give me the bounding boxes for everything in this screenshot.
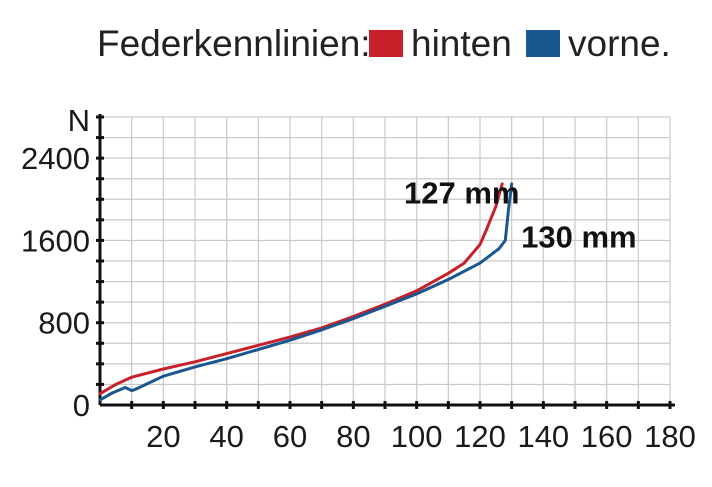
- series-line-vorne: [98, 182, 514, 402]
- legend-label-hinten: hinten: [411, 23, 512, 64]
- x-tick-label: 120: [454, 419, 506, 454]
- series: [98, 182, 514, 402]
- legend-swatch-vorne: [526, 30, 560, 57]
- annotation-label: 127 mm: [404, 175, 519, 210]
- legend-swatch-hinten: [369, 30, 403, 57]
- legend-label-vorne: vorne.: [568, 23, 671, 64]
- annotation-label: 130 mm: [521, 220, 636, 255]
- x-tick-label: 140: [517, 419, 569, 454]
- x-tick-label: 60: [273, 419, 307, 454]
- x-tick-label: 40: [209, 419, 243, 454]
- x-tick-label: 80: [336, 419, 370, 454]
- y-tick-label: 800: [38, 306, 90, 341]
- series-line-hinten: [98, 182, 504, 396]
- x-tick-label: 100: [391, 419, 443, 454]
- grid: [100, 116, 671, 405]
- x-tick-label: 180: [644, 419, 696, 454]
- legend: Federkennlinien: hinten vorne.: [97, 23, 671, 64]
- y-tick-label: 1600: [21, 223, 90, 258]
- legend-title: Federkennlinien:: [97, 23, 371, 64]
- x-tick-label: 20: [146, 419, 180, 454]
- x-tick-label: 160: [581, 419, 633, 454]
- y-axis-label: N: [68, 103, 90, 138]
- y-tick-label: 0: [73, 388, 90, 423]
- y-tick-label: 2400: [21, 141, 90, 176]
